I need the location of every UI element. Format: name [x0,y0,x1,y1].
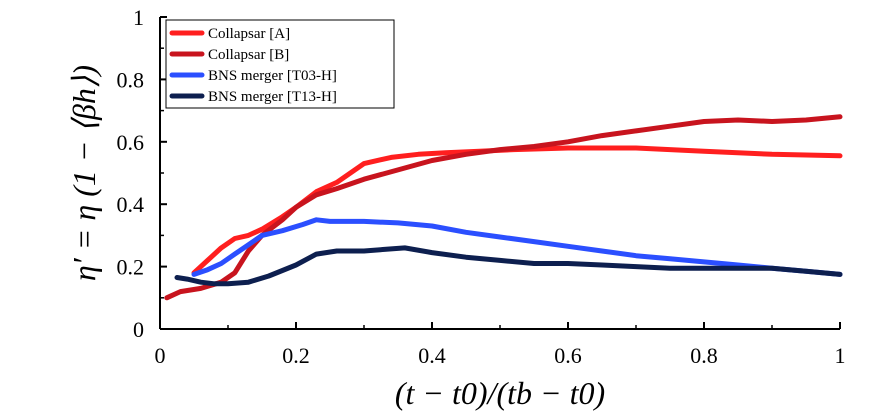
series-line-2 [164,114,843,301]
y-axis-title: η′ = η (1 − ⟨βh⟩) [66,65,102,281]
series-line-3 [191,217,843,277]
x-tick-label: 0.8 [690,343,718,368]
legend-label: BNS merger [T03-H] [208,68,337,84]
series-line-4 [174,245,843,287]
legend-label: Collapsar [A] [208,26,290,42]
x-tick-label: 0 [155,343,166,368]
x-axis-title: (t − t0)/(tb − t0) [395,375,605,411]
y-tick-label: 0.8 [117,67,145,92]
x-tick-label: 0.4 [418,343,446,368]
x-tick-label: 1 [835,343,846,368]
x-tick-label: 0.6 [554,343,582,368]
y-tick-label: 0.2 [117,255,145,280]
y-tick-label: 0 [133,317,144,342]
y-tick-label: 1 [133,5,144,30]
axis-ticks: 0 0.2 0.4 0.6 0.8 1 0 0.2 0.4 0.6 0.8 1 [117,5,846,368]
legend-label: Collapsar [B] [208,47,289,63]
series-line-1 [191,145,843,276]
legend-box [165,19,395,109]
y-tick-label: 0.4 [117,192,145,217]
y-tick-label: 0.6 [117,130,145,155]
legend-label: BNS merger [T13-H] [208,89,337,105]
x-tick-label: 0.2 [282,343,310,368]
legend: Collapsar [A] Collapsar [B] BNS merger [T0… [165,19,395,109]
series-layer [164,114,843,301]
